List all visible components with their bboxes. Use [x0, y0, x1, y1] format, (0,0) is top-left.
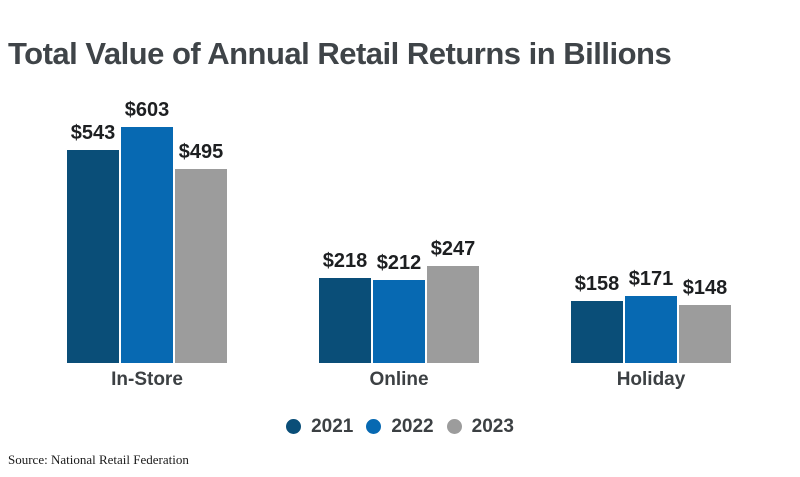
bar-column-2022-holiday: $171 [625, 269, 677, 363]
bar-column-2022-in-store: $603 [121, 100, 173, 363]
bar-2023-holiday [679, 305, 731, 363]
legend: 2021 2022 2023 [0, 417, 800, 436]
category-label-holiday: Holiday [616, 369, 686, 390]
bar-column-2021-online: $218 [319, 251, 371, 363]
bar-group-holiday: $158 $171 $148 [571, 269, 731, 363]
legend-dot-icon [446, 419, 462, 434]
bar-column-2023-holiday: $148 [679, 278, 731, 363]
bar-group-online: $218 $212 $247 [319, 239, 479, 363]
bar-value-label: $247 [430, 238, 476, 260]
bar-2021-in-store [67, 150, 119, 363]
bar-column-2022-online: $212 [373, 253, 425, 363]
legend-entry-2021: 2021 [286, 417, 353, 436]
bar-2021-holiday [571, 301, 623, 363]
bar-value-label: $543 [70, 122, 116, 144]
bar-column-2023-in-store: $495 [175, 142, 227, 363]
legend-entry-2023: 2023 [446, 416, 514, 437]
bar-column-2021-in-store: $543 [67, 123, 119, 363]
bar-value-label: $495 [178, 141, 224, 163]
bar-value-label: $148 [682, 277, 728, 299]
bar-2022-online [373, 280, 425, 363]
bar-2023-online [427, 266, 479, 363]
legend-label: 2021 [311, 416, 354, 437]
bar-column-2023-online: $247 [427, 239, 479, 363]
bar-group-in-store: $543 $603 $495 [67, 100, 227, 363]
bar-value-label: $212 [376, 252, 422, 274]
bar-2022-in-store [121, 127, 173, 363]
bar-value-label: $218 [322, 250, 368, 272]
legend-label: 2023 [471, 416, 514, 437]
legend-entry-2022: 2022 [366, 416, 434, 437]
source-note: Source: National Retail Federation [8, 452, 189, 467]
bar-value-label: $158 [574, 273, 620, 295]
category-label-in-store: In-Store [111, 369, 183, 390]
bar-2023-in-store [175, 169, 227, 363]
category-label-online: Online [369, 369, 429, 390]
bar-value-label: $171 [628, 268, 674, 290]
bar-value-label: $603 [124, 99, 170, 121]
legend-label: 2022 [391, 416, 434, 437]
bar-2021-online [319, 278, 371, 363]
plot-area: $543 $603 $495 $218 $212 $247 $158 $171 $148 [67, 100, 731, 363]
legend-dot-icon [366, 419, 382, 434]
legend-dot-icon [286, 419, 302, 434]
bar-column-2021-holiday: $158 [571, 274, 623, 363]
chart-title: Total Value of Annual Retail Returns in … [8, 36, 672, 71]
bar-2022-holiday [625, 296, 677, 363]
